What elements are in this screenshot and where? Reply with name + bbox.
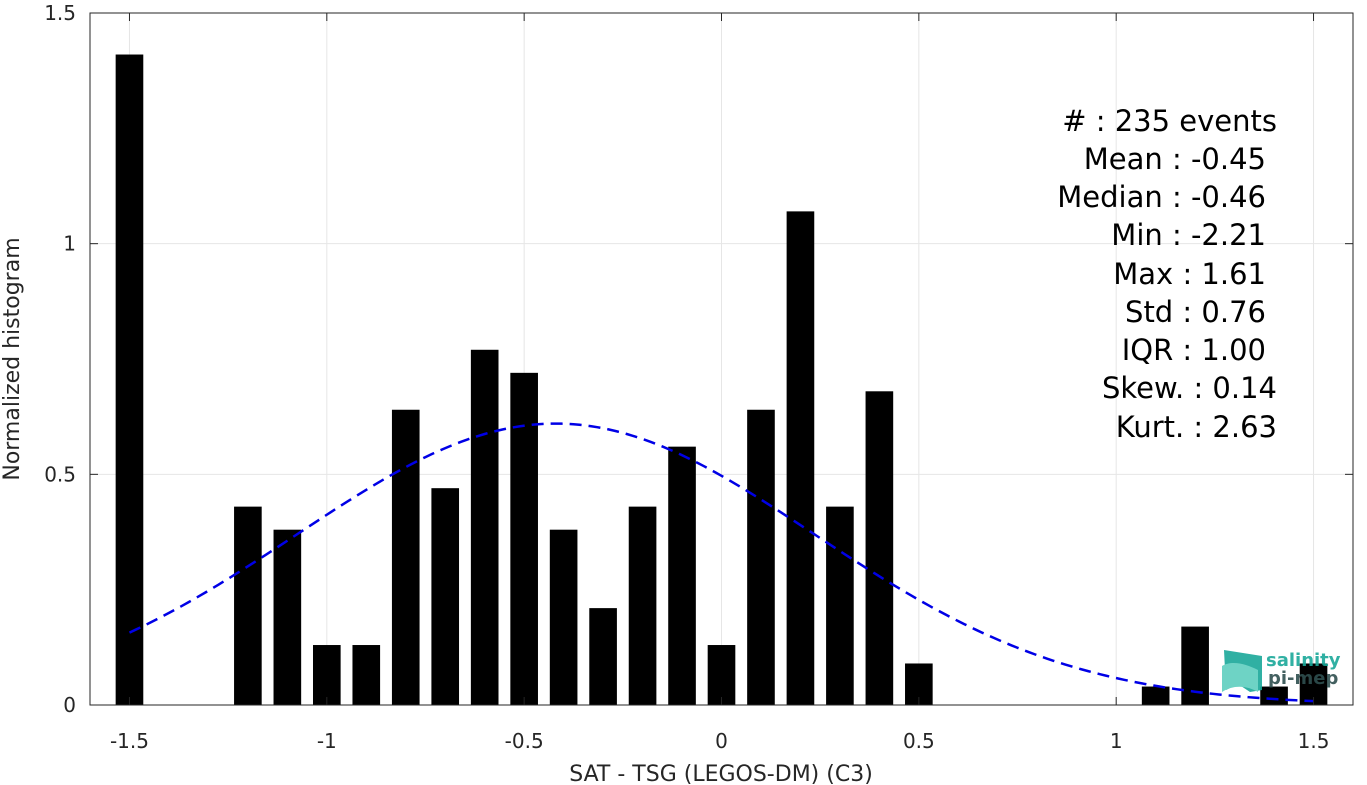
histogram-bar: [234, 506, 262, 705]
histogram-bar: [352, 645, 381, 705]
x-tick-label: 1: [1110, 729, 1123, 753]
x-tick-label: -1: [317, 729, 337, 753]
stats-mean: Mean : -0.45: [1084, 142, 1266, 176]
histogram-bar: [510, 372, 538, 705]
stats-std: Std : 0.76: [1125, 295, 1266, 329]
histogram-bar: [391, 409, 420, 705]
histogram-bar: [707, 645, 736, 705]
stats-kurt: Kurt. : 2.63: [1116, 410, 1277, 444]
x-tick-label: 1.5: [1298, 729, 1330, 753]
y-tick-label: 1: [63, 232, 76, 256]
gaussian-fit-curve: [128, 422, 1314, 703]
x-axis-label: SAT - TSG (LEGOS-DM) (C3): [569, 762, 873, 785]
histogram-bar: [470, 349, 499, 705]
stats-skew: Skew. : 0.14: [1102, 371, 1277, 405]
histogram-bar: [865, 391, 894, 705]
axis-tick-labels: -1.5 -1 -0.5 0 0.5 1 1.5 0 0.5 1 1.5: [44, 1, 1329, 753]
y-tick-label: 0.5: [44, 462, 76, 486]
histogram-bar: [786, 211, 815, 705]
stats-iqr: IQR : 1.00: [1122, 333, 1266, 367]
histogram-bar: [312, 645, 341, 705]
x-tick-label: 0.5: [903, 729, 935, 753]
histogram-bar: [1141, 686, 1170, 705]
histogram-bar: [628, 506, 657, 705]
stats-annotation: # : 235 events Mean : -0.45 Median : -0.…: [1057, 104, 1277, 444]
histogram-bar: [549, 529, 578, 705]
histogram-bar: [589, 608, 617, 705]
stats-max: Max : 1.61: [1113, 257, 1266, 291]
histogram-bar: [668, 446, 696, 705]
histogram-bar: [826, 506, 854, 705]
stats-median: Median : -0.46: [1057, 180, 1266, 214]
y-tick-label: 0: [63, 693, 76, 717]
y-tick-label: 1.5: [44, 1, 76, 25]
histogram-bars: [115, 54, 1328, 705]
histogram-bar: [1181, 626, 1209, 705]
x-tick-label: 0: [715, 729, 728, 753]
stats-events: # : 235 events: [1062, 104, 1277, 138]
histogram-bar: [1260, 686, 1288, 705]
histogram-bar: [431, 488, 460, 705]
salinity-pimep-logo: salinity pi-mep: [1222, 650, 1341, 692]
logo-mark-front: [1222, 663, 1258, 692]
logo-text-salinity: salinity: [1266, 650, 1341, 671]
histogram-bar: [115, 54, 144, 705]
histogram-bar: [273, 529, 302, 705]
y-axis-label: Normalized histogram: [0, 237, 25, 480]
histogram-bar: [747, 409, 775, 705]
x-tick-label: -0.5: [505, 729, 544, 753]
logo-text-pimep: pi-mep: [1268, 668, 1338, 689]
stats-min: Min : -2.21: [1111, 218, 1266, 252]
x-tick-label: -1.5: [110, 729, 149, 753]
axis-ticks: [90, 12, 1353, 706]
